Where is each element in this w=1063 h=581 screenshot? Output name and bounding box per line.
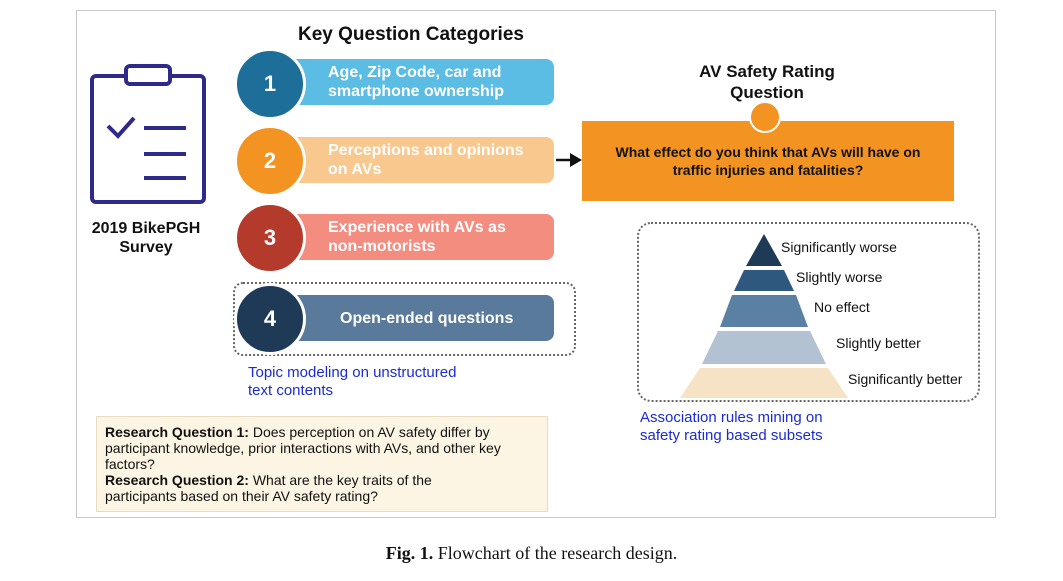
category-3-line2: non-motorists	[328, 238, 436, 255]
rq2-line-a: Research Question 2: What are the key tr…	[105, 472, 539, 488]
category-2-line1: Perceptions and opinions	[328, 142, 524, 159]
category-4-circle: 4	[234, 283, 306, 355]
av-title-line1: AV Safety Rating	[699, 62, 835, 81]
rq2-label: Research Question 2:	[105, 472, 249, 488]
category-1-line2: smartphone ownership	[328, 83, 505, 100]
association-line2: safety rating based subsets	[640, 427, 823, 444]
category-3-line1: Experience with AVs as	[328, 219, 506, 236]
rating-label-slightly-worse: Slightly worse	[796, 269, 883, 285]
rating-label-slightly-better: Slightly better	[836, 335, 921, 351]
caption-label: Fig. 1.	[385, 543, 434, 563]
category-4-line1: Open-ended questions	[340, 309, 514, 327]
arrow-right-icon	[556, 153, 582, 167]
av-question-line1: What effect do you think that AVs will h…	[615, 144, 921, 160]
av-question-line2: traffic injuries and fatalities?	[672, 162, 864, 178]
rating-pyramid	[680, 234, 848, 398]
av-question-box: What effect do you think that AVs will h…	[582, 121, 954, 201]
survey-label: 2019 BikePGH Survey	[84, 219, 208, 257]
rq1-text-c: factors?	[105, 456, 155, 472]
av-title-line2: Question	[730, 83, 804, 102]
pyramid-tier-slightly-better	[702, 331, 826, 364]
pyramid-tier-no-effect	[720, 295, 808, 327]
survey-label-line2: Survey	[119, 239, 173, 256]
topic-modeling-line2: text contents	[248, 382, 334, 399]
category-2-bar: Perceptions and opinions on AVs	[258, 137, 554, 183]
clipboard-icon	[90, 64, 206, 204]
caption-text: Flowchart of the research design.	[433, 543, 678, 563]
rating-label-significantly-worse: Significantly worse	[781, 239, 897, 255]
category-2-line2: on AVs	[328, 161, 382, 178]
rating-scale-box	[637, 222, 980, 402]
rq1-text-a: Does perception on AV safety differ by	[248, 424, 490, 440]
category-1-circle: 1	[234, 48, 306, 120]
category-4-bar: Open-ended questions	[258, 295, 554, 341]
rq1-label: Research Question 1:	[105, 424, 249, 440]
topic-modeling-line1: Topic modeling on unstructured	[248, 364, 457, 381]
association-rules-note: Association rules mining on safety ratin…	[640, 409, 823, 445]
pyramid-tier-significantly-better	[680, 368, 848, 398]
research-questions-box: Research Question 1: Does perception on …	[96, 416, 548, 512]
rq1-text-b: participant knowledge, prior interaction…	[105, 440, 501, 456]
topic-modeling-note: Topic modeling on unstructured text cont…	[248, 364, 456, 400]
rating-label-no-effect: No effect	[814, 299, 870, 315]
rq1-line-a: Research Question 1: Does perception on …	[105, 424, 539, 440]
category-1-line1: Age, Zip Code, car and	[328, 64, 502, 81]
category-1-bar: Age, Zip Code, car and smartphone owners…	[258, 59, 554, 105]
rq2-text-a: What are the key traits of the	[248, 472, 432, 488]
av-question-knob	[749, 101, 781, 133]
category-2-circle: 2	[234, 125, 306, 197]
av-safety-rating-title: AV Safety Rating Question	[662, 61, 872, 103]
figure-caption: Fig. 1. Flowchart of the research design…	[0, 543, 1063, 564]
survey-label-line1: 2019 BikePGH	[91, 220, 201, 237]
pyramid-tier-significantly-worse	[746, 234, 782, 266]
category-3-circle: 3	[234, 202, 306, 274]
category-3-bar: Experience with AVs as non-motorists	[258, 214, 554, 260]
key-categories-title: Key Question Categories	[298, 24, 524, 45]
association-line1: Association rules mining on	[640, 409, 823, 426]
rating-label-significantly-better: Significantly better	[848, 371, 963, 387]
rq2-text-b: participants based on their AV safety ra…	[105, 488, 378, 504]
pyramid-tier-slightly-worse	[734, 270, 794, 291]
